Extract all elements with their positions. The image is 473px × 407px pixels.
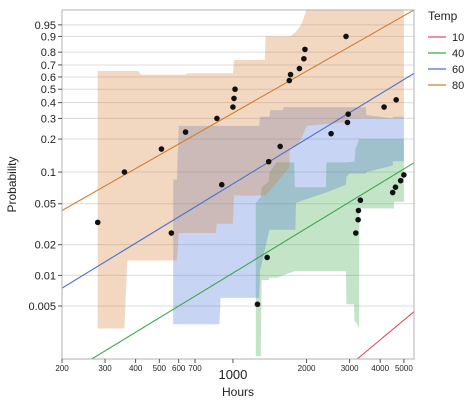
y-tick-label: 0.005 <box>28 301 56 313</box>
legend-label-40: 40 <box>452 48 464 60</box>
y-tick-label: 0.9 <box>41 31 56 43</box>
data-point <box>397 177 404 184</box>
data-point <box>389 189 396 196</box>
data-point <box>328 130 334 137</box>
data-point <box>381 104 387 110</box>
data-point <box>301 55 307 62</box>
x-tick-label: 4000 <box>371 364 389 373</box>
data-point <box>182 129 189 135</box>
data-point <box>231 95 237 102</box>
data-point <box>287 71 294 78</box>
y-tick-label: 0.7 <box>41 60 56 72</box>
y-tick-label: 0.4 <box>41 98 56 110</box>
data-point <box>286 77 293 84</box>
gridlines <box>62 24 414 307</box>
x-tick-label: 1000 <box>218 367 247 382</box>
data-point <box>392 184 399 190</box>
data-point <box>214 115 220 122</box>
data-point <box>254 301 261 308</box>
data-point <box>230 104 236 110</box>
x-tick-label: 2000 <box>298 364 316 373</box>
legend-title: Temp <box>428 9 458 23</box>
y-tick-label: 0.02 <box>35 240 56 252</box>
y-tick-label: 0.05 <box>35 199 56 211</box>
data-point <box>344 119 351 126</box>
confidence-band-60 <box>173 107 404 325</box>
y-axis-ticks: 0.950.9 0.80.70.60.5 0.4 0.3 0.2 0.1 0.05 0.02 0… <box>28 20 62 313</box>
data-point <box>345 111 351 117</box>
data-point <box>355 216 361 223</box>
confidence-band-80 <box>97 10 404 329</box>
y-tick-label: 0.95 <box>35 20 56 32</box>
x-tick-label: 3000 <box>341 364 359 373</box>
x-tick-label: 700 <box>188 364 202 373</box>
data-point <box>218 181 225 188</box>
x-tick-label: 200 <box>55 364 69 373</box>
data-point <box>265 158 272 165</box>
y-tick-label: 0.5 <box>41 84 56 96</box>
data-point <box>357 197 364 204</box>
x-tick-label: 600 <box>172 364 186 373</box>
y-tick-label: 0.01 <box>35 270 56 282</box>
y-tick-label: 0.6 <box>41 72 56 84</box>
fit-line-80 <box>62 10 414 211</box>
x-axis-ticks: 200 300 400 500 600 700 1000 2000 3000 4000 5000 <box>55 359 413 382</box>
data-point <box>401 172 407 178</box>
data-point <box>393 97 399 103</box>
data-point <box>168 230 175 236</box>
data-point <box>94 219 101 226</box>
x-tick-label: 300 <box>98 364 112 373</box>
data-point <box>158 146 165 152</box>
fit-lines <box>62 10 414 359</box>
y-tick-label: 0.1 <box>41 167 56 179</box>
y-axis-label: Probability <box>5 156 19 212</box>
confidence-bands <box>97 10 404 357</box>
legend-label-60: 60 <box>452 64 464 76</box>
x-axis-label: Hours <box>222 385 254 399</box>
legend-items: 10 40 60 80 <box>428 32 464 92</box>
x-tick-label: 500 <box>153 364 167 373</box>
data-points <box>94 33 407 308</box>
legend-label-80: 80 <box>452 80 464 92</box>
data-point <box>343 33 349 40</box>
fit-line-40 <box>90 162 414 359</box>
data-point <box>296 65 303 72</box>
y-tick-label: 0.3 <box>41 113 56 125</box>
y-tick-label: 0.2 <box>41 134 56 146</box>
data-point <box>277 143 283 150</box>
x-tick-label: 400 <box>129 364 143 373</box>
legend: Temp 10 40 60 80 <box>428 9 464 92</box>
confidence-band-40 <box>255 139 404 357</box>
legend-label-10: 10 <box>452 32 464 44</box>
data-point <box>302 46 308 53</box>
data-point <box>121 169 128 175</box>
y-tick-label: 0.8 <box>41 47 56 59</box>
fit-line-10 <box>356 311 414 359</box>
fit-line-60 <box>62 72 414 289</box>
data-point <box>264 254 270 261</box>
data-point <box>232 86 238 93</box>
data-point <box>355 207 362 214</box>
x-tick-label: 5000 <box>395 364 413 373</box>
plot-frame <box>61 9 415 360</box>
data-point <box>353 230 359 236</box>
